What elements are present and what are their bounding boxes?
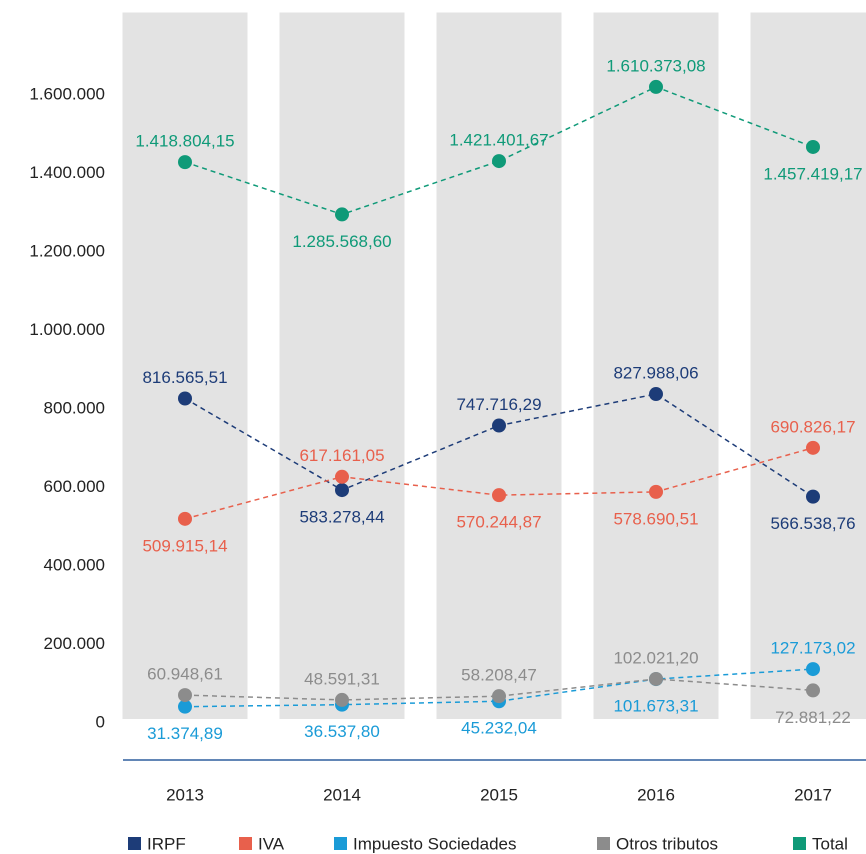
- data-point: [806, 489, 820, 504]
- data-label: 127.173,02: [770, 639, 855, 658]
- data-label: 747.716,29: [456, 395, 541, 414]
- column-band: [279, 12, 405, 719]
- x-tick-label: 2013: [166, 785, 204, 804]
- y-tick-label: 0: [96, 712, 105, 731]
- data-label: 827.988,06: [613, 363, 698, 382]
- series-line: [184, 668, 814, 708]
- x-tick-label: 2016: [637, 785, 675, 804]
- legend-label: Impuesto Sociedades: [353, 834, 517, 853]
- data-point: [178, 699, 192, 714]
- data-label: 60.948,61: [147, 665, 223, 684]
- data-label: 101.673,31: [613, 697, 698, 716]
- data-label: 617.161,05: [299, 446, 384, 465]
- y-tick-label: 600.000: [44, 477, 105, 496]
- data-label: 58.208,47: [461, 666, 537, 685]
- legend-swatch: [128, 837, 141, 850]
- legend-swatch: [597, 837, 610, 850]
- data-label: 690.826,17: [770, 417, 855, 436]
- data-label: 570.244,87: [456, 513, 541, 532]
- data-point: [178, 688, 192, 703]
- y-tick-label: 1.000.000: [29, 320, 105, 339]
- series-line: [184, 447, 814, 520]
- data-point: [806, 683, 820, 698]
- data-point: [649, 79, 663, 94]
- data-label: 1.421.401,67: [449, 131, 548, 150]
- data-point: [492, 418, 506, 433]
- legend-label: Total: [812, 834, 848, 853]
- data-point: [806, 139, 820, 154]
- y-tick-label: 1.600.000: [29, 84, 105, 103]
- legend-label: IRPF: [147, 834, 186, 853]
- data-point: [178, 511, 192, 526]
- y-tick-label: 200.000: [44, 634, 105, 653]
- data-point: [335, 692, 349, 707]
- data-label: 509.915,14: [142, 536, 227, 555]
- column-band: [436, 12, 562, 719]
- data-label: 45.232,04: [461, 719, 537, 738]
- data-label: 566.538,76: [770, 514, 855, 533]
- data-point: [335, 469, 349, 484]
- legend-swatch: [793, 837, 806, 850]
- data-point: [806, 662, 820, 677]
- column-band: [122, 12, 248, 719]
- x-tick-label: 2015: [480, 785, 518, 804]
- data-label: 48.591,31: [304, 669, 380, 688]
- data-point: [649, 671, 663, 686]
- data-point: [649, 484, 663, 499]
- y-tick-label: 400.000: [44, 555, 105, 574]
- data-label: 72.881,22: [775, 708, 851, 727]
- legend-label: IVA: [258, 834, 285, 853]
- legend-swatch: [239, 837, 252, 850]
- column-band: [750, 12, 866, 719]
- data-label: 1.457.419,17: [763, 164, 862, 183]
- legend-swatch: [334, 837, 347, 850]
- y-tick-label: 800.000: [44, 398, 105, 417]
- data-label: 1.418.804,15: [135, 132, 234, 151]
- data-point: [492, 154, 506, 169]
- data-label: 1.610.373,08: [606, 56, 705, 75]
- data-point: [178, 391, 192, 406]
- y-tick-label: 1.200.000: [29, 241, 105, 260]
- data-label: 31.374,89: [147, 724, 223, 743]
- series-line: [184, 86, 814, 216]
- data-label: 36.537,80: [304, 722, 380, 741]
- data-point: [649, 387, 663, 402]
- data-point: [178, 155, 192, 170]
- column-band: [593, 12, 719, 719]
- y-tick-label: 1.400.000: [29, 163, 105, 182]
- data-label: 583.278,44: [299, 508, 384, 527]
- data-point: [492, 488, 506, 503]
- series-line: [184, 678, 814, 701]
- data-label: 578.690,51: [613, 509, 698, 528]
- data-point: [335, 483, 349, 498]
- data-label: 816.565,51: [142, 368, 227, 387]
- x-tick-label: 2014: [323, 785, 361, 804]
- legend-label: Otros tributos: [616, 834, 718, 853]
- data-point: [492, 689, 506, 704]
- data-point: [335, 207, 349, 222]
- x-tick-label: 2017: [794, 785, 832, 804]
- data-label: 1.285.568,60: [292, 232, 391, 251]
- data-point: [806, 440, 820, 455]
- data-label: 102.021,20: [613, 648, 698, 667]
